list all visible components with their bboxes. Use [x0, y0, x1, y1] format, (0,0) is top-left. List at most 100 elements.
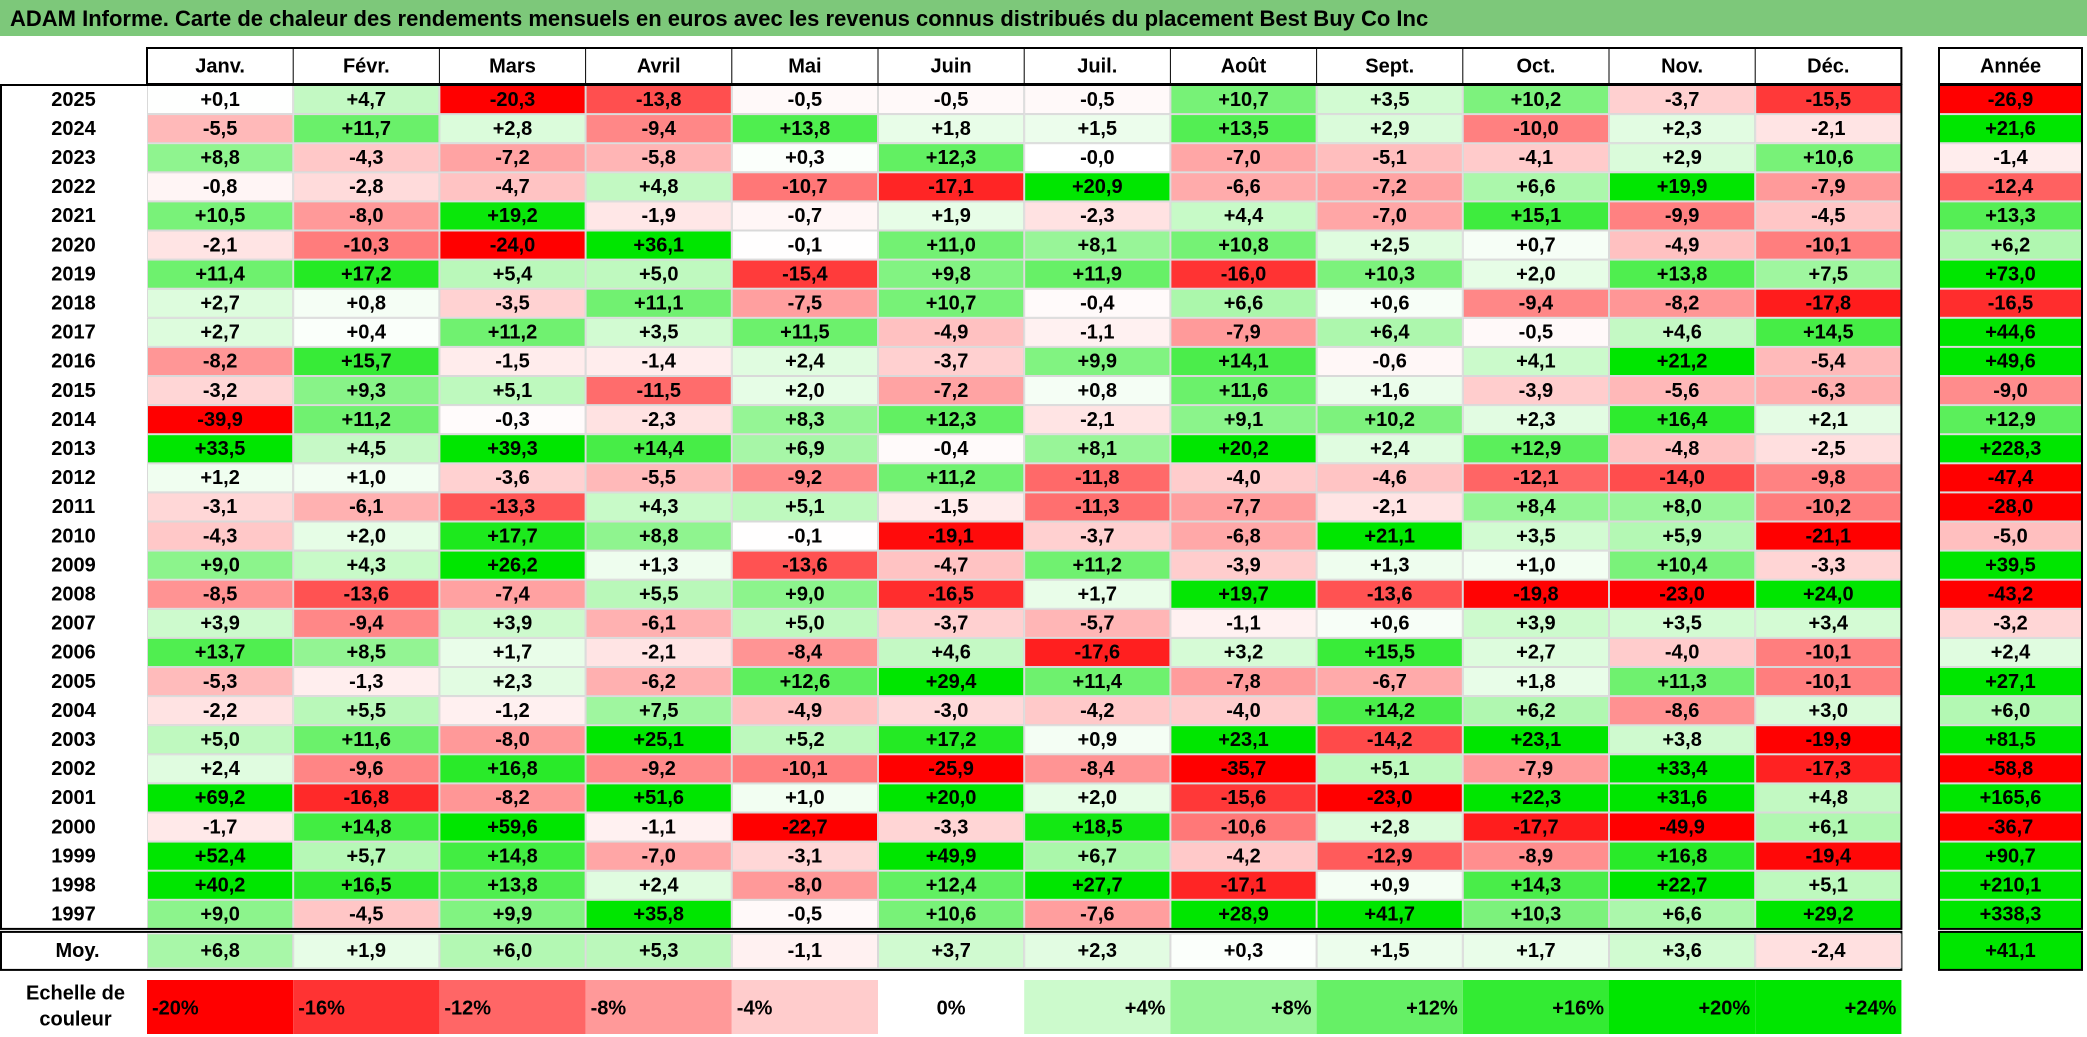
annual-cell-value: +90,7	[1985, 845, 2036, 867]
heatmap-cell-value: +2,0	[347, 525, 386, 547]
heatmap-cell-value: -2,3	[641, 409, 675, 431]
average-cell	[1024, 933, 1171, 969]
heatmap-cell	[1462, 637, 1610, 668]
heatmap-cell-value: +12,3	[926, 147, 977, 169]
heatmap-cell	[1170, 288, 1317, 318]
annual-cell	[1939, 288, 2082, 318]
scale-swatch-label: -4%	[737, 997, 773, 1019]
heatmap-cell	[585, 667, 732, 697]
annual-cell-value: -9,0	[1993, 380, 2027, 402]
row-year-label: 2001	[51, 787, 96, 809]
annual-cell	[1939, 85, 2082, 115]
heatmap-cell	[1755, 521, 1902, 551]
heatmap-cell-value: -0,4	[934, 438, 969, 460]
heatmap-cell-value: +22,7	[1657, 875, 1708, 897]
heatmap-cell	[439, 870, 586, 900]
scale-swatch-label: +24%	[1845, 997, 1897, 1019]
heatmap-cell	[731, 376, 878, 406]
scale-swatch	[293, 980, 440, 1034]
heatmap-cell	[731, 696, 878, 726]
heatmap-cell-value: +14,3	[1511, 875, 1562, 897]
heatmap-cell-value: -13,6	[344, 584, 390, 606]
annual-cell	[1939, 754, 2082, 784]
heatmap-cell	[1024, 870, 1171, 900]
heatmap-cell	[1755, 463, 1902, 493]
heatmap-cell	[731, 812, 878, 842]
heatmap-cell	[1170, 725, 1317, 755]
heatmap-cell	[147, 346, 294, 376]
heatmap-cell-value: +8,4	[1516, 496, 1556, 518]
heatmap-cell-value: -8,6	[1665, 700, 1699, 722]
heatmap-cell	[1170, 667, 1317, 697]
annual-cell-value: +49,6	[1985, 351, 2036, 373]
chart-title: ADAM Informe. Carte de chaleur des rende…	[0, 0, 2087, 36]
heatmap-cell	[585, 230, 732, 260]
heatmap-cell-value: -8,0	[349, 205, 383, 227]
heatmap-cell-value: +41,7	[1364, 904, 1415, 926]
heatmap-cell	[585, 608, 732, 638]
annual-cell-value: -47,4	[1988, 467, 2034, 489]
heatmap-cell	[585, 492, 732, 522]
heatmap-cell-value: +2,0	[1078, 787, 1117, 809]
heatmap-cell	[439, 725, 586, 755]
scale-blank	[1939, 980, 2082, 1034]
heatmap-cell	[1170, 899, 1317, 929]
heatmap-cell-value: -19,1	[928, 525, 974, 547]
heatmap-cell-value: -13,6	[1367, 584, 1413, 606]
average-cell-value: +1,5	[1370, 940, 1409, 962]
heatmap-cell	[878, 579, 1025, 609]
heatmap-cell-value: -0,5	[788, 904, 822, 926]
heatmap-cell	[878, 637, 1025, 668]
heatmap-cell-value: +52,4	[195, 845, 246, 867]
average-cell-value: +6,8	[200, 940, 239, 962]
heatmap-cell	[147, 841, 294, 871]
heatmap-cell-value: +2,4	[785, 351, 825, 373]
average-annual-value: +41,1	[1985, 940, 2036, 962]
heatmap-cell-value: +11,1	[634, 293, 684, 315]
heatmap-cell	[1024, 317, 1171, 347]
heatmap-cell-value: +11,2	[926, 467, 976, 489]
heatmap-cell-value: +10,6	[926, 904, 977, 926]
heatmap-cell-value: -10,3	[344, 234, 390, 256]
heatmap-cell	[293, 870, 440, 900]
average-cell-value: -1,1	[788, 940, 822, 962]
scale-swatch	[147, 980, 294, 1034]
heatmap-cell	[1316, 288, 1463, 318]
heatmap-cell	[731, 405, 878, 435]
heatmap-cell	[878, 783, 1025, 813]
heatmap-cell	[1609, 550, 1756, 580]
month-header-label: Févr.	[343, 55, 390, 77]
heatmap-cell	[878, 521, 1025, 551]
heatmap-cell	[585, 725, 732, 755]
heatmap-cell-value: -8,0	[788, 875, 822, 897]
heatmap-cell	[1462, 579, 1610, 609]
heatmap-cell-value: -0,6	[1372, 351, 1406, 373]
heatmap-cell	[878, 841, 1025, 871]
heatmap-cell-value: -7,2	[934, 380, 968, 402]
heatmap-cell-value: -1,1	[1080, 322, 1114, 344]
heatmap-cell-value: +1,0	[1516, 554, 1555, 576]
heatmap-cell	[731, 463, 878, 493]
heatmap-cell	[1462, 463, 1610, 493]
scale-swatch-label: +20%	[1698, 997, 1750, 1019]
heatmap-cell-value: -19,4	[1806, 845, 1852, 867]
row-year-label: 2020	[51, 234, 96, 256]
heatmap-cell-value: -13,3	[490, 496, 536, 518]
heatmap-cell-value: +22,3	[1511, 787, 1562, 809]
annual-cell-value: -5,0	[1993, 525, 2027, 547]
heatmap-cell	[1316, 899, 1463, 929]
heatmap-cell-value: -4,0	[1226, 700, 1260, 722]
heatmap-cell-value: +10,3	[1511, 904, 1562, 926]
heatmap-cell	[1024, 812, 1171, 842]
heatmap-cell-value: -3,7	[934, 613, 968, 635]
heatmap-cell-value: +11,5	[780, 322, 830, 344]
heatmap-cell-value: +23,1	[1218, 729, 1269, 751]
heatmap-cell-value: +0,6	[1370, 293, 1409, 315]
average-cell-value: +5,3	[639, 940, 678, 962]
heatmap-cell-value: +3,2	[1224, 642, 1263, 664]
heatmap-cell-value: -5,5	[641, 467, 675, 489]
heatmap-cell-value: -12,1	[1513, 467, 1559, 489]
heatmap-cell	[1755, 579, 1902, 609]
heatmap-cell-value: +4,1	[1516, 351, 1555, 373]
heatmap-cell-value: +16,5	[341, 875, 392, 897]
